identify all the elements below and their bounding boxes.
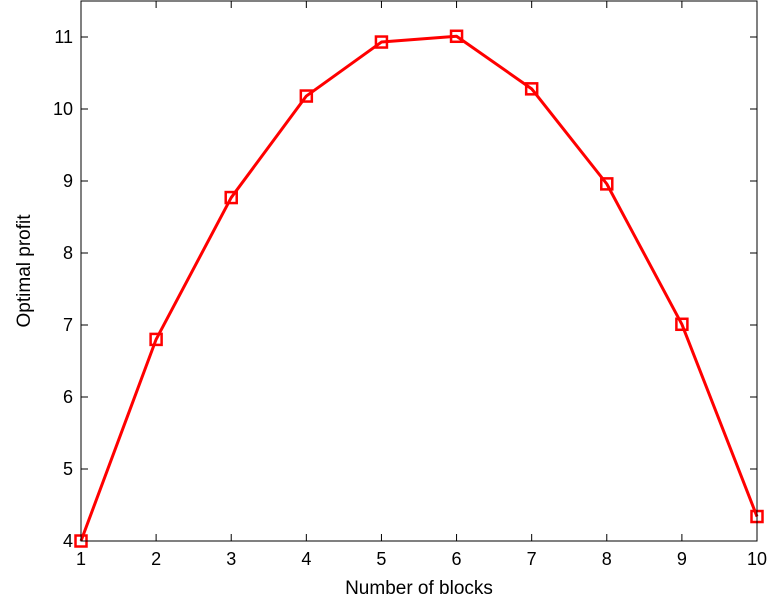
data-point-marker xyxy=(524,82,539,96)
x-tick-label: 2 xyxy=(151,549,161,569)
series-line xyxy=(79,34,759,542)
data-point-marker xyxy=(600,177,614,191)
x-tick-label: 4 xyxy=(301,549,311,569)
y-axis-title: Optimal profit xyxy=(14,214,35,328)
x-tick-label: 10 xyxy=(747,549,767,569)
data-point-marker xyxy=(374,35,389,49)
data-point-marker xyxy=(299,89,314,103)
x-tick-label: 5 xyxy=(376,549,386,569)
y-tick-label: 9 xyxy=(63,171,73,191)
y-tick-label: 11 xyxy=(54,27,73,47)
axis-ticks xyxy=(80,1,758,542)
y-tick-label: 6 xyxy=(63,387,73,407)
y-tick-label: 5 xyxy=(63,459,73,479)
y-tick-label: 7 xyxy=(63,315,73,335)
tick-labels: 1 2 3 4 5 6 7 8 9 10 4 5 6 7 8 9 10 11 xyxy=(53,27,767,569)
y-tick-label: 8 xyxy=(63,243,73,263)
y-tick-label: 10 xyxy=(53,99,73,119)
x-tick-label: 8 xyxy=(602,549,612,569)
data-point-marker xyxy=(224,190,238,205)
x-tick-label: 6 xyxy=(452,549,462,569)
x-tick-label: 1 xyxy=(76,549,86,569)
x-tick-label: 3 xyxy=(226,549,236,569)
plot-frame xyxy=(80,0,758,542)
data-point-marker xyxy=(675,317,689,332)
x-axis-title: Number of blocks xyxy=(345,578,493,599)
plot-background xyxy=(81,1,757,541)
data-point-marker xyxy=(149,332,163,347)
x-tick-label: 7 xyxy=(527,549,537,569)
x-tick-label: 9 xyxy=(677,549,687,569)
data-point-marker xyxy=(449,29,464,44)
y-tick-label: 4 xyxy=(63,531,73,551)
